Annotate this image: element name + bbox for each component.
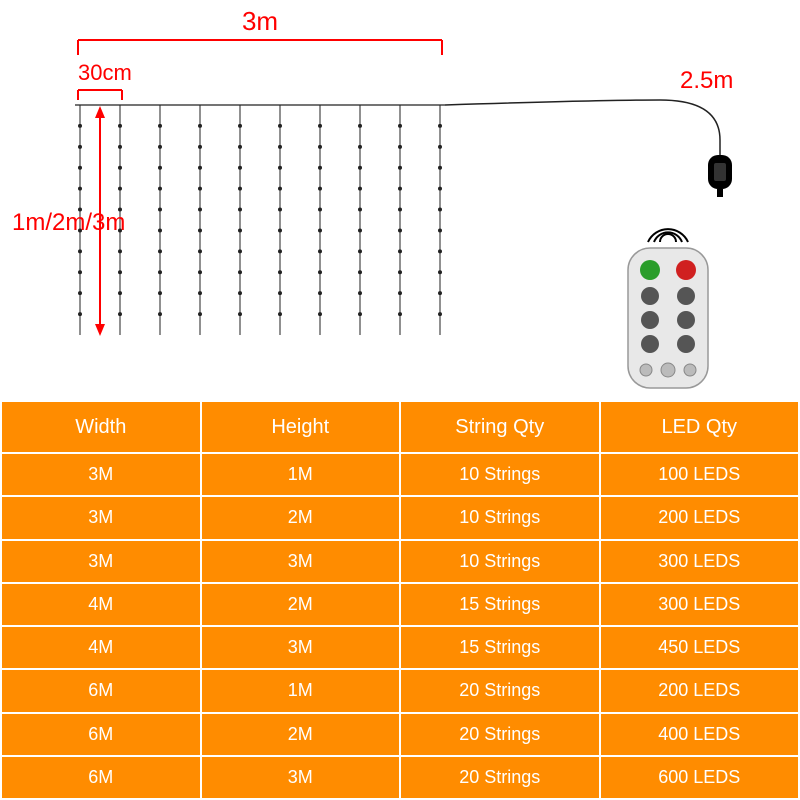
curtain-strings [78, 105, 442, 335]
remote-control [628, 248, 708, 388]
power-cable [445, 100, 720, 155]
table-cell: 6M [1, 669, 201, 712]
table-cell: 10 Strings [400, 496, 600, 539]
remote-button [677, 335, 695, 353]
table-header-row: Width Height String Qty LED Qty [1, 401, 799, 453]
col-height: Height [201, 401, 401, 453]
usb-plug [708, 155, 732, 197]
spec-table: Width Height String Qty LED Qty 3M1M10 S… [0, 400, 800, 800]
table-cell: 20 Strings [400, 713, 600, 756]
height-arrow: 1m/2m/3m [12, 106, 125, 336]
table-cell: 1M [201, 669, 401, 712]
spacing-label: 30cm [78, 60, 132, 85]
table-cell: 200 LEDS [600, 669, 800, 712]
remote-button [641, 311, 659, 329]
table-row: 4M3M15 Strings450 LEDS [1, 626, 799, 669]
table-cell: 20 Strings [400, 756, 600, 799]
table-cell: 15 Strings [400, 583, 600, 626]
table-cell: 400 LEDS [600, 713, 800, 756]
remote-button [641, 335, 659, 353]
table-cell: 200 LEDS [600, 496, 800, 539]
table-cell: 3M [1, 453, 201, 496]
table-row: 6M1M20 Strings200 LEDS [1, 669, 799, 712]
table-row: 3M2M10 Strings200 LEDS [1, 496, 799, 539]
remote-signal-icon [648, 229, 688, 242]
width-bracket: 3m [78, 6, 442, 55]
remote-button [661, 363, 675, 377]
table-row: 3M1M10 Strings100 LEDS [1, 453, 799, 496]
remote-button [640, 364, 652, 376]
remote-button [684, 364, 696, 376]
table-cell: 3M [201, 626, 401, 669]
table-cell: 6M [1, 756, 201, 799]
table-cell: 300 LEDS [600, 540, 800, 583]
table-cell: 300 LEDS [600, 583, 800, 626]
table-cell: 4M [1, 583, 201, 626]
table-row: 6M2M20 Strings400 LEDS [1, 713, 799, 756]
remote-button [677, 287, 695, 305]
table-cell: 2M [201, 583, 401, 626]
table-cell: 1M [201, 453, 401, 496]
diagram-area: 3m 30cm 1m/2m/3m 2.5m [0, 0, 800, 400]
remote-button [641, 287, 659, 305]
table-cell: 15 Strings [400, 626, 600, 669]
remote-off-button [676, 260, 696, 280]
col-width: Width [1, 401, 201, 453]
col-led-qty: LED Qty [600, 401, 800, 453]
table-cell: 600 LEDS [600, 756, 800, 799]
col-string-qty: String Qty [400, 401, 600, 453]
table-cell: 100 LEDS [600, 453, 800, 496]
spec-table-area: Width Height String Qty LED Qty 3M1M10 S… [0, 400, 800, 800]
table-cell: 3M [201, 540, 401, 583]
table-row: 3M3M10 Strings300 LEDS [1, 540, 799, 583]
height-label: 1m/2m/3m [12, 209, 125, 236]
table-cell: 10 Strings [400, 453, 600, 496]
table-cell: 20 Strings [400, 669, 600, 712]
table-cell: 2M [201, 713, 401, 756]
table-row: 6M3M20 Strings600 LEDS [1, 756, 799, 799]
cable-label: 2.5m [680, 67, 733, 94]
table-row: 4M2M15 Strings300 LEDS [1, 583, 799, 626]
table-cell: 10 Strings [400, 540, 600, 583]
table-cell: 3M [1, 540, 201, 583]
table-cell: 6M [1, 713, 201, 756]
width-label: 3m [242, 6, 278, 36]
spacing-bracket: 30cm [78, 60, 132, 100]
remote-on-button [640, 260, 660, 280]
table-cell: 450 LEDS [600, 626, 800, 669]
table-cell: 3M [201, 756, 401, 799]
table-cell: 2M [201, 496, 401, 539]
table-cell: 4M [1, 626, 201, 669]
remote-button [677, 311, 695, 329]
table-cell: 3M [1, 496, 201, 539]
